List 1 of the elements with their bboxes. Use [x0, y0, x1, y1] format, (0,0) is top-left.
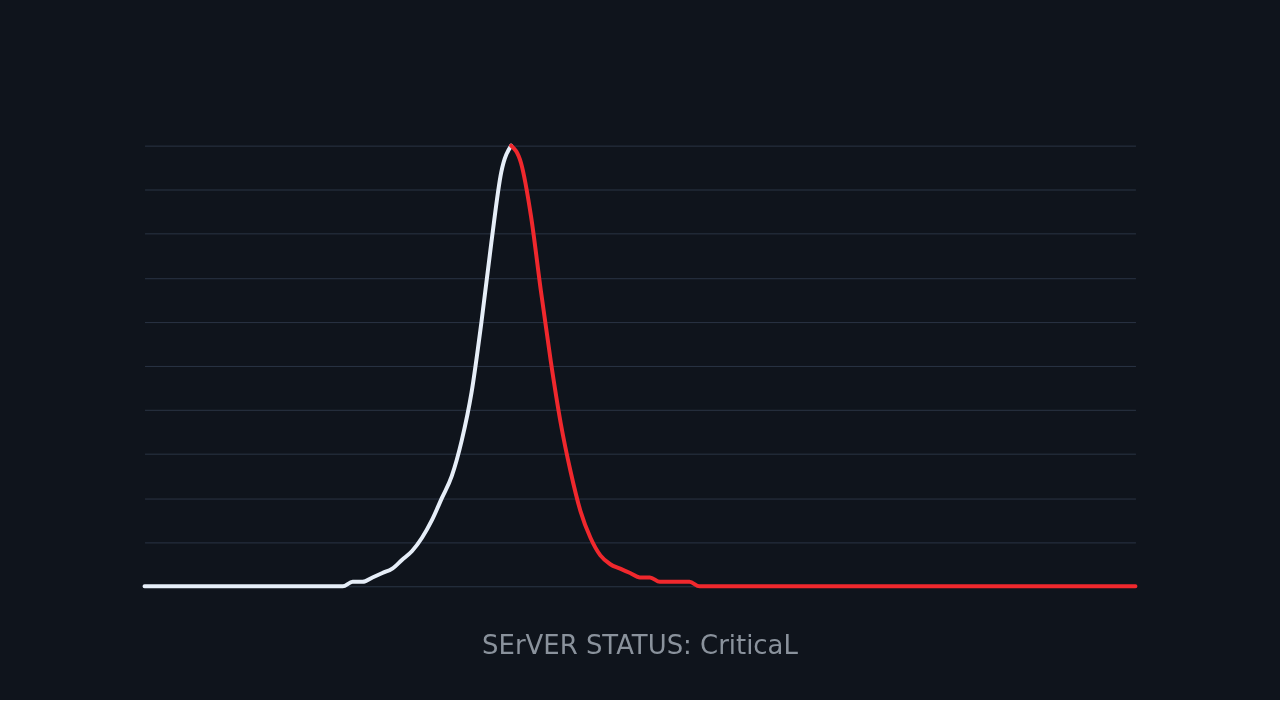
text: SErVER STATUS: CriticaL: [482, 630, 799, 661]
